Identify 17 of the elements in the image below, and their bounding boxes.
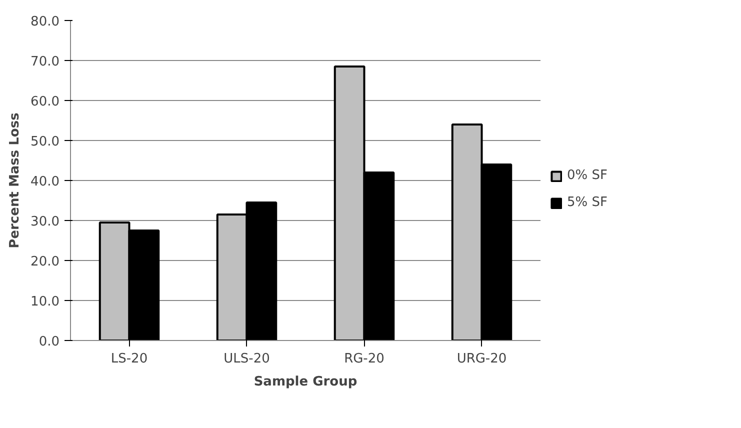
- legend-label: 0% SF: [567, 168, 608, 183]
- y-axis-title: Percent Mass Loss: [8, 112, 23, 248]
- y-tick-label: 20.0: [30, 254, 60, 270]
- legend-label: 5% SF: [567, 195, 608, 210]
- x-axis-title: Sample Group: [254, 374, 358, 390]
- y-tick-label: 60.0: [30, 94, 60, 110]
- y-tick-label: 70.0: [30, 54, 60, 70]
- x-tick-label: RG-20: [344, 352, 384, 366]
- y-tick-label: 30.0: [30, 214, 60, 230]
- y-tick-label: 50.0: [30, 134, 60, 150]
- y-tick-label: 0.0: [38, 334, 60, 350]
- x-tick-label: ULS-20: [224, 352, 270, 366]
- y-tick-label: 40.0: [30, 174, 60, 190]
- x-tick-label: URG-20: [456, 352, 507, 366]
- y-tick-label: 10.0: [30, 294, 60, 310]
- y-tick-label: 80.0: [30, 14, 60, 30]
- x-tick-label: LS-20: [110, 352, 148, 366]
